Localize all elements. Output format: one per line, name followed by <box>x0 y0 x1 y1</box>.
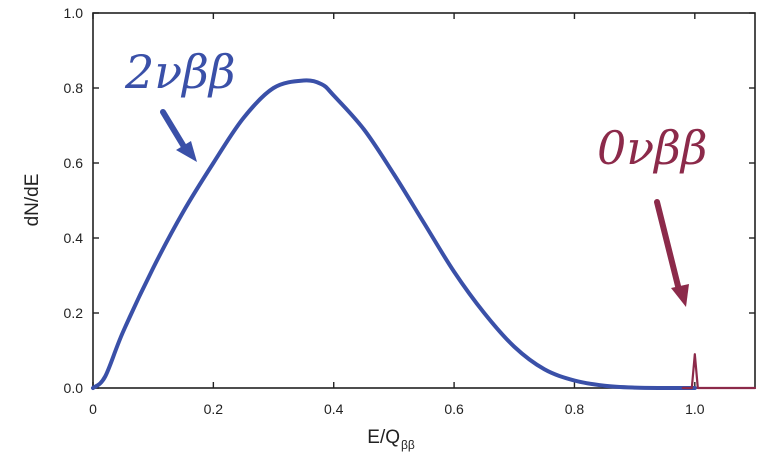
y-tick-label: 0.6 <box>64 155 84 171</box>
y-tick-label: 0.2 <box>64 305 84 321</box>
y-tick-label: 0.8 <box>64 80 84 96</box>
annotation-2nubb: 2νββ <box>124 45 235 99</box>
x-tick-label: 0.4 <box>324 401 344 417</box>
x-tick-label: 0.8 <box>565 401 585 417</box>
arrow-2nubb-icon <box>160 109 197 162</box>
series-layer <box>91 78 757 391</box>
x-axis-title: E/Q <box>367 427 400 448</box>
x-tick-label: 0 <box>89 401 97 417</box>
x-axis-title-subscript: ββ <box>401 438 415 452</box>
series-0nubb-line <box>681 353 757 390</box>
x-tick-label: 0.6 <box>444 401 464 417</box>
x-axis-ticks: 0 0.2 0.4 0.6 0.8 1.0 <box>89 13 705 417</box>
y-tick-label: 0.0 <box>64 380 84 396</box>
y-tick-label: 0.4 <box>64 230 84 246</box>
annotation-0nubb: 0νββ <box>597 121 707 175</box>
x-tick-label: 1.0 <box>685 401 705 417</box>
x-tick-label: 0.2 <box>204 401 224 417</box>
y-tick-label: 1.0 <box>64 5 84 21</box>
y-axis-ticks: 0.0 0.2 0.4 0.6 0.8 1.0 <box>64 5 755 396</box>
y-axis-title: dN/dE <box>22 174 43 227</box>
arrow-0nubb-icon <box>654 199 689 307</box>
series-2nubb-line <box>91 78 697 391</box>
plot-frame <box>92 12 756 389</box>
